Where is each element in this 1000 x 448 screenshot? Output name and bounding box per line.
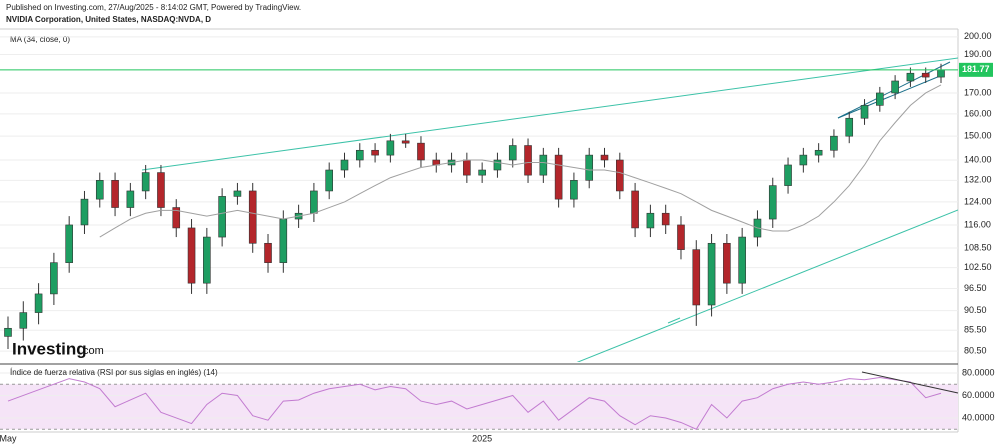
candle-body <box>616 159 624 192</box>
candle-body <box>310 190 318 214</box>
candle-body <box>355 149 364 161</box>
y-tick-label: 190.00 <box>964 49 992 59</box>
candle-body <box>157 172 165 208</box>
y-tick-label: 102.50 <box>964 262 992 272</box>
y-tick-label: 40.0000 <box>962 412 995 422</box>
y-tick-label: 200.00 <box>964 31 992 41</box>
candle-body <box>401 140 410 144</box>
candle-body <box>921 72 930 78</box>
y-tick-label: 132.00 <box>964 175 992 185</box>
y-tick-label: 108.50 <box>964 242 992 252</box>
candle-body <box>830 135 838 151</box>
candle-body <box>493 159 502 171</box>
candle-body <box>738 236 746 284</box>
candle-body <box>95 180 104 200</box>
candle-body <box>799 154 808 166</box>
y-tick-label: 170.00 <box>964 87 992 97</box>
candle-body <box>723 242 731 284</box>
candle-body <box>264 242 272 263</box>
candle-body <box>203 236 211 284</box>
y-tick-label: 80.0000 <box>962 367 995 377</box>
y-tick-label: 85.50 <box>964 325 987 335</box>
candle-body <box>554 154 563 200</box>
candle-body <box>463 159 471 176</box>
candle-body <box>845 117 854 137</box>
candle-body <box>233 190 242 197</box>
candle-body <box>386 140 395 156</box>
candle-body <box>937 69 945 78</box>
y-tick-label: 116.00 <box>964 219 991 229</box>
candle-body <box>65 224 73 263</box>
candle-body <box>340 159 349 171</box>
candle-body <box>784 164 792 186</box>
candle-body <box>4 327 12 337</box>
logo-suffix: .com <box>80 345 104 357</box>
divergence-line <box>861 371 959 394</box>
symbol-title: NVIDIA Corporation, United States, NASDA… <box>6 15 211 24</box>
rsi-title: Índice de fuerza relativa (RSI por sus s… <box>10 368 218 377</box>
y-tick-label: 96.50 <box>964 283 987 293</box>
rsi-band <box>0 384 958 430</box>
candle-body <box>19 312 28 329</box>
candle-body <box>478 169 486 176</box>
wedge-line <box>837 75 941 119</box>
candle-body <box>508 145 517 161</box>
last-price-box <box>959 62 993 77</box>
trendline <box>667 317 681 324</box>
candle-body <box>677 224 685 250</box>
y-tick-label: 80.50 <box>964 345 987 355</box>
candle-body <box>248 190 257 244</box>
candle-body <box>417 142 425 161</box>
y-tick-label: 150.00 <box>964 131 992 141</box>
logo: Investing <box>12 339 87 358</box>
candle-body <box>325 169 333 192</box>
y-tick-label: 124.00 <box>964 196 992 206</box>
candle-body <box>172 207 181 229</box>
trendline <box>576 209 958 362</box>
candle-body <box>570 180 578 200</box>
candle-body <box>371 149 379 156</box>
candle-body <box>126 190 135 208</box>
trendline <box>141 57 958 171</box>
candle-body <box>80 198 89 226</box>
last-price-label: 181.77 <box>962 64 990 74</box>
candle-body <box>600 154 609 161</box>
candle-body <box>814 149 823 156</box>
candle-body <box>768 185 777 220</box>
candle-body <box>631 190 639 229</box>
rsi-pane <box>0 372 958 430</box>
x-tick-label: May <box>0 433 17 443</box>
published-note: Published on Investing.com, 27/Aug/2025 … <box>6 3 301 12</box>
price-pane <box>0 36 958 362</box>
candle-body <box>279 218 288 263</box>
x-tick-label: 2025 <box>472 433 492 443</box>
y-tick-label: 140.00 <box>964 154 992 164</box>
candle-body <box>891 80 899 94</box>
candle-body <box>524 145 532 176</box>
candle-body <box>661 212 670 226</box>
moving-average <box>99 84 942 238</box>
candle-body <box>692 249 701 306</box>
candle-body <box>50 262 58 295</box>
candle-body <box>187 227 196 284</box>
candle-body <box>860 105 869 119</box>
candle-body <box>141 172 150 192</box>
candle-body <box>111 180 119 208</box>
candle-body <box>876 92 884 106</box>
candle-body <box>218 196 226 238</box>
indicator-label: MA (34, close, 0) <box>10 35 70 44</box>
y-tick-label: 90.50 <box>964 305 987 315</box>
rsi-line <box>7 376 942 430</box>
candle-body <box>707 242 716 306</box>
candle-body <box>906 72 915 82</box>
candle-body <box>539 154 548 176</box>
y-tick-label: 60.0000 <box>962 390 995 400</box>
candle-body <box>34 293 43 313</box>
y-tick-label: 160.00 <box>964 108 992 118</box>
candle-body <box>646 212 655 229</box>
candle-body <box>585 154 594 181</box>
